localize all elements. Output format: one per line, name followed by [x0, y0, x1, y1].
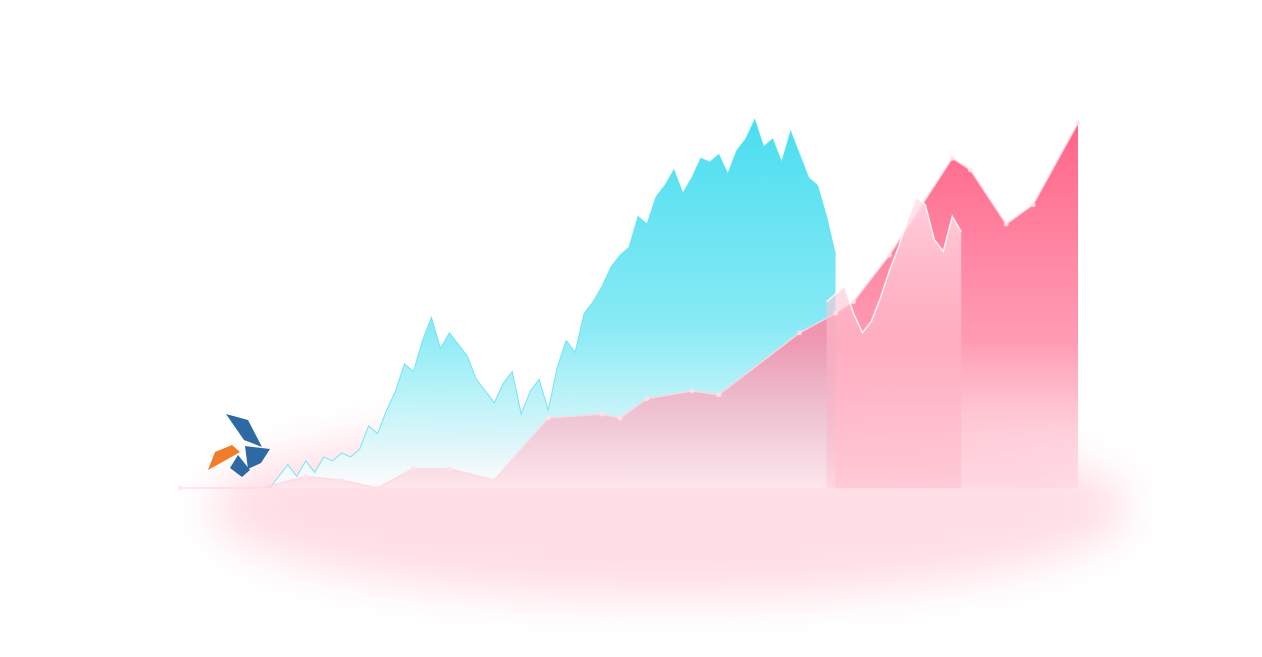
area-series-2 — [826, 197, 962, 488]
data-point — [644, 396, 650, 402]
data-point — [886, 252, 892, 258]
point-layer — [177, 120, 1081, 491]
line-series-2 — [826, 195, 962, 335]
data-point — [410, 466, 416, 472]
data-point — [375, 485, 381, 491]
data-point — [599, 411, 605, 417]
data-point — [1075, 120, 1081, 126]
data-point — [1030, 202, 1036, 208]
data-point — [446, 466, 452, 472]
data-point — [491, 477, 497, 483]
data-point — [258, 485, 264, 491]
data-point — [797, 330, 803, 336]
series-layer — [180, 118, 1079, 489]
pinwheel-logo — [208, 414, 270, 477]
data-point — [949, 155, 955, 161]
data-point — [716, 392, 722, 398]
line-series-1 — [269, 118, 837, 489]
data-point — [851, 299, 856, 305]
data-point — [967, 167, 973, 173]
data-point — [303, 473, 309, 479]
data-point — [689, 388, 695, 394]
data-point — [339, 477, 345, 483]
data-point — [177, 485, 183, 491]
data-point — [833, 310, 839, 316]
data-point — [1003, 221, 1009, 227]
data-point — [545, 415, 551, 421]
data-point — [617, 415, 623, 421]
